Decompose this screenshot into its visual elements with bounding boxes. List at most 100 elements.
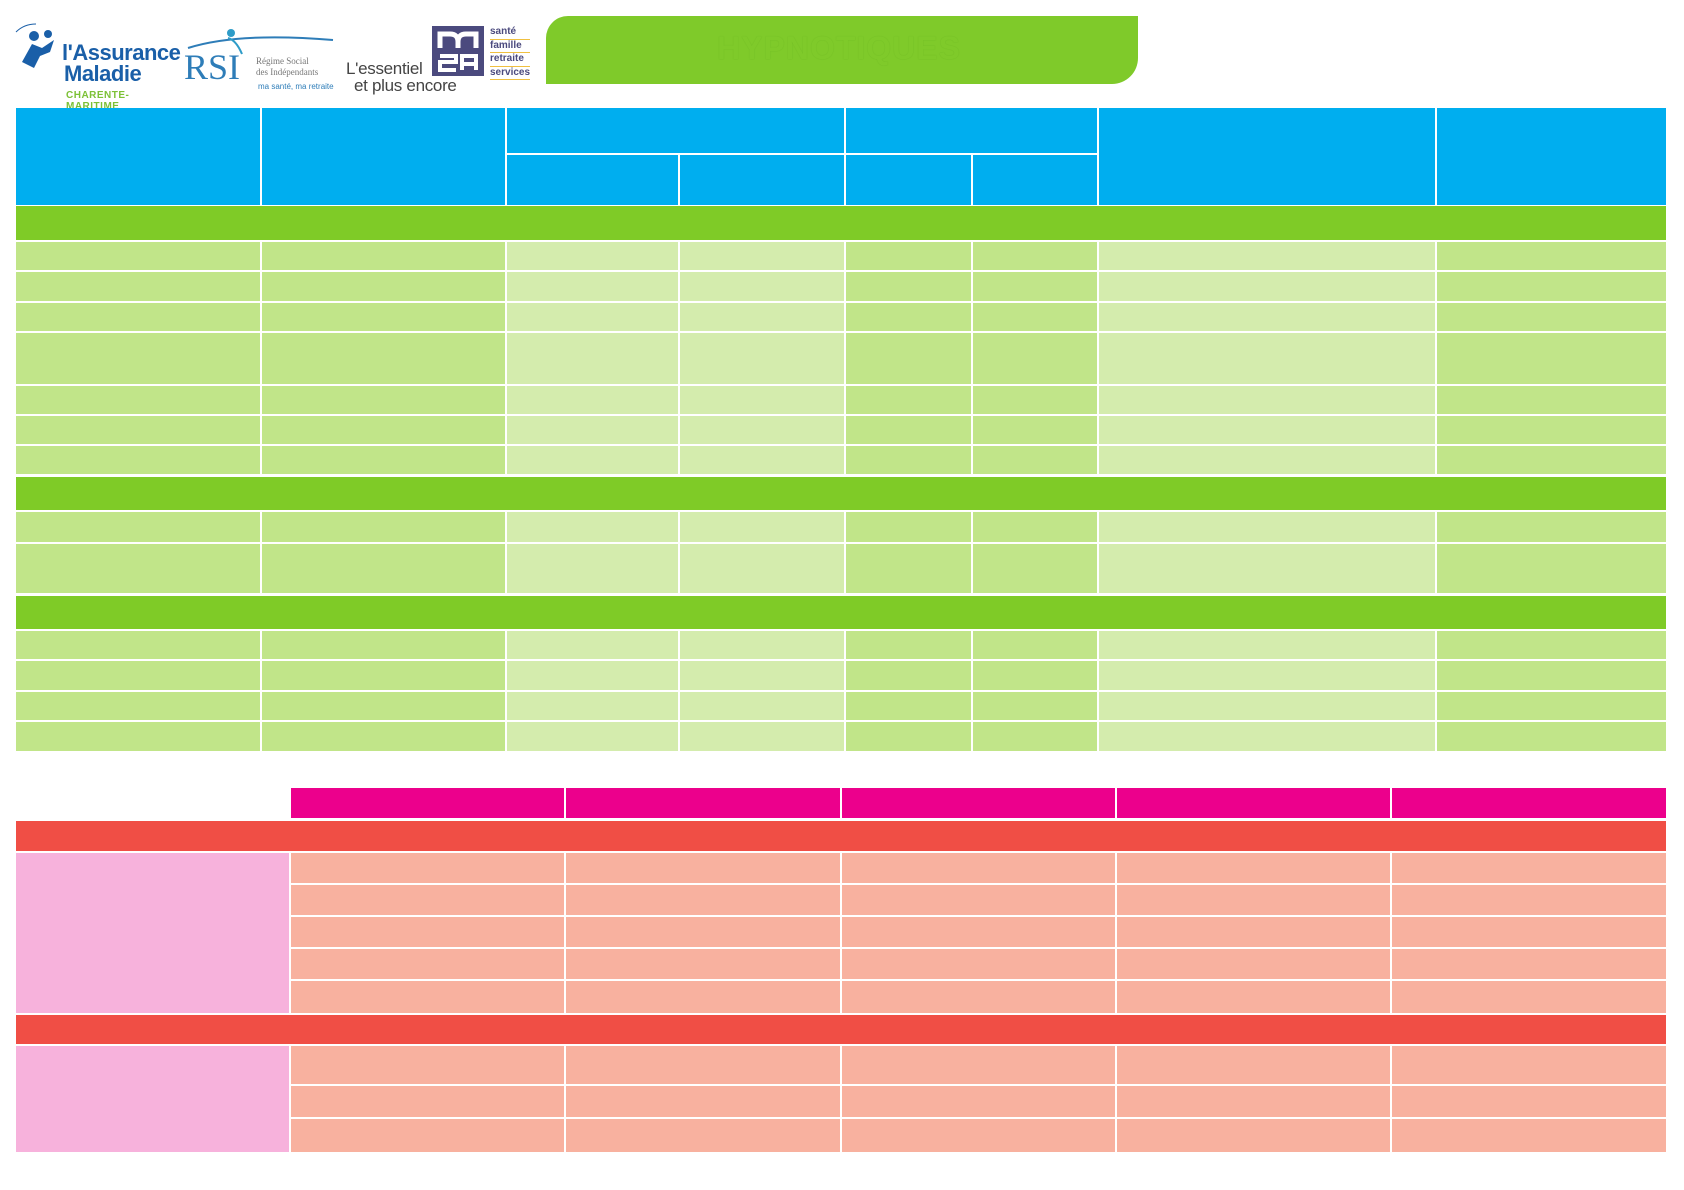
table-cell (973, 631, 1097, 659)
table-cell (566, 949, 840, 979)
table-header-cell (1099, 108, 1435, 205)
table-cell (262, 631, 505, 659)
table-cell (16, 272, 260, 301)
table-cell (1099, 446, 1435, 474)
table-cell (507, 661, 678, 690)
table-cell (262, 303, 505, 331)
table-cell (507, 722, 678, 751)
table-cell (262, 272, 505, 301)
table-cell (1099, 333, 1435, 384)
table-cell (680, 661, 844, 690)
table-cell (973, 512, 1097, 542)
table-cell (1099, 242, 1435, 270)
table-cell (1437, 661, 1666, 690)
lower-row-label (16, 853, 289, 1013)
table-cell (1437, 544, 1666, 593)
table-cell (973, 333, 1097, 384)
table-cell (680, 303, 844, 331)
lower-row-label (16, 1046, 289, 1152)
title-banner (546, 16, 1138, 84)
table-cell (846, 242, 971, 270)
lower-header-cell (1117, 788, 1390, 818)
table-cell (291, 1046, 564, 1084)
table-cell (680, 544, 844, 593)
table-cell (842, 949, 1115, 979)
table-cell (262, 692, 505, 720)
table-cell (846, 631, 971, 659)
table-cell (507, 272, 678, 301)
table-cell (291, 1086, 564, 1117)
table-cell (973, 692, 1097, 720)
table-cell (16, 303, 260, 331)
table-cell (1099, 692, 1435, 720)
table-cell (291, 885, 564, 915)
table-cell (1437, 303, 1666, 331)
table-cell (846, 333, 971, 384)
table-cell (1099, 416, 1435, 444)
table-cell (291, 981, 564, 1013)
upper-table (16, 108, 1666, 751)
table-cell (1117, 1086, 1390, 1117)
lower-header-cell (1392, 788, 1666, 818)
table-cell (566, 1046, 840, 1084)
lower-section-row (16, 1015, 1666, 1044)
table-cell (846, 512, 971, 542)
table-cell (291, 853, 564, 883)
table-cell (842, 885, 1115, 915)
table-cell (680, 333, 844, 384)
lower-header-cell (842, 788, 1115, 818)
table-cell (262, 512, 505, 542)
table-cell (842, 1119, 1115, 1152)
table-cell (1437, 386, 1666, 414)
table-cell (1437, 242, 1666, 270)
table-cell (846, 303, 971, 331)
section-row (16, 596, 1666, 629)
essentiel-slogan: L'essentiel et plus encore (346, 59, 457, 95)
table-header-subcell (507, 155, 678, 205)
table-cell (1437, 631, 1666, 659)
table-header-cell (1437, 108, 1666, 205)
table-cell (291, 1119, 564, 1152)
table-cell (262, 446, 505, 474)
table-cell (846, 661, 971, 690)
table-cell (1117, 853, 1390, 883)
table-cell (846, 692, 971, 720)
table-cell (1099, 544, 1435, 593)
assurance-maladie-subtitle: CHARENTE-MARITIME (66, 90, 130, 112)
section-row (16, 206, 1666, 240)
lower-header-cell (566, 788, 840, 818)
table-cell (566, 853, 840, 883)
table-cell (973, 661, 1097, 690)
table-cell (1099, 661, 1435, 690)
table-cell (973, 242, 1097, 270)
table-cell (680, 416, 844, 444)
table-cell (291, 917, 564, 947)
table-cell (16, 512, 260, 542)
table-header-group-cell (507, 108, 844, 153)
table-cell (1437, 692, 1666, 720)
table-cell (846, 386, 971, 414)
table-cell (1437, 416, 1666, 444)
table-cell (846, 722, 971, 751)
table-cell (680, 386, 844, 414)
rsi-name: RSI (184, 47, 241, 87)
table-cell (1117, 949, 1390, 979)
table-cell (680, 692, 844, 720)
table-cell (973, 446, 1097, 474)
table-cell (1117, 1046, 1390, 1084)
lower-section-row (16, 821, 1666, 851)
table-header-subcell (846, 155, 971, 205)
table-cell (1437, 272, 1666, 301)
table-cell (680, 631, 844, 659)
table-cell (1099, 386, 1435, 414)
table-cell (16, 544, 260, 593)
table-cell (680, 242, 844, 270)
table-cell (1437, 333, 1666, 384)
table-cell (973, 303, 1097, 331)
msa-emblem-icon (432, 26, 484, 76)
table-cell (1392, 981, 1666, 1013)
table-cell (507, 512, 678, 542)
table-cell (973, 722, 1097, 751)
table-cell (1099, 722, 1435, 751)
